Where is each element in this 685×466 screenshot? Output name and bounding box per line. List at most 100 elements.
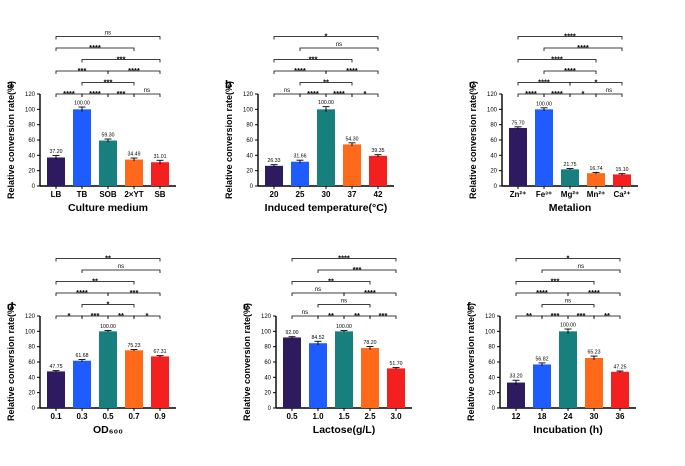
significance-bracket bbox=[291, 258, 397, 262]
significance-label: *** bbox=[91, 311, 100, 320]
significance-label: ** bbox=[354, 311, 360, 320]
y-tick-label: 0 bbox=[32, 184, 36, 190]
x-tick-label: Mn²⁺ bbox=[587, 190, 605, 199]
panel-letter: f bbox=[467, 301, 471, 313]
y-tick-label: 80 bbox=[28, 123, 35, 129]
significance-label: *** bbox=[551, 311, 560, 320]
significance-label: **** bbox=[564, 66, 576, 75]
panel-letter: e bbox=[243, 301, 249, 313]
data-label: 34.49 bbox=[128, 152, 141, 158]
x-tick-label: 24 bbox=[564, 412, 573, 421]
significance-label: *** bbox=[130, 288, 139, 297]
bar bbox=[99, 331, 117, 408]
significance-label: **** bbox=[294, 66, 306, 75]
significance-label: ns bbox=[315, 287, 321, 293]
significance-label: * bbox=[582, 89, 585, 98]
y-tick-label: 120 bbox=[261, 314, 272, 320]
bar bbox=[265, 165, 283, 186]
data-label: 67.31 bbox=[154, 349, 167, 355]
bar bbox=[535, 109, 553, 186]
y-tick-label: 80 bbox=[28, 345, 35, 351]
significance-bracket bbox=[299, 82, 353, 86]
significance-label: **** bbox=[551, 55, 563, 64]
significance-bracket bbox=[81, 82, 135, 86]
data-label: 59.30 bbox=[102, 133, 115, 139]
significance-label: **** bbox=[333, 89, 345, 98]
data-label: 65.23 bbox=[588, 350, 601, 356]
significance-label: **** bbox=[588, 288, 600, 297]
bar bbox=[151, 162, 169, 186]
x-tick-label: 0.3 bbox=[76, 412, 88, 421]
x-axis-title: Lactose(g/L) bbox=[313, 424, 375, 436]
data-label: 51.70 bbox=[390, 361, 403, 367]
data-label: 54.30 bbox=[346, 136, 359, 142]
significance-label: * bbox=[146, 311, 149, 320]
significance-bracket bbox=[107, 70, 161, 74]
significance-bracket bbox=[273, 59, 353, 63]
significance-label: *** bbox=[309, 55, 318, 64]
y-tick-label: 100 bbox=[25, 107, 36, 113]
significance-label: * bbox=[364, 89, 367, 98]
significance-label: **** bbox=[525, 89, 537, 98]
panel-letter: a bbox=[7, 79, 14, 91]
x-tick-label: 2.5 bbox=[364, 412, 376, 421]
bar bbox=[291, 161, 309, 186]
y-tick-label: 80 bbox=[490, 123, 497, 129]
significance-label: ns bbox=[565, 299, 571, 305]
x-tick-label: 25 bbox=[296, 190, 305, 199]
significance-label: **** bbox=[128, 66, 140, 75]
significance-label: ** bbox=[92, 277, 98, 286]
y-tick-label: 120 bbox=[487, 92, 498, 98]
data-label: 92.00 bbox=[286, 330, 299, 336]
significance-bracket bbox=[81, 269, 161, 273]
significance-label: ns bbox=[606, 88, 612, 94]
significance-label: **** bbox=[577, 43, 589, 52]
significance-label: **** bbox=[76, 288, 88, 297]
significance-bracket bbox=[515, 258, 621, 262]
y-tick-label: 20 bbox=[490, 169, 497, 175]
y-tick-label: 60 bbox=[246, 138, 253, 144]
significance-bracket bbox=[593, 315, 621, 319]
significance-bracket bbox=[515, 281, 595, 285]
data-label: 37.20 bbox=[50, 149, 63, 155]
significance-label: **** bbox=[536, 288, 548, 297]
bar bbox=[509, 127, 527, 186]
y-tick-label: 120 bbox=[485, 314, 496, 320]
bar bbox=[343, 144, 361, 186]
bar bbox=[361, 348, 379, 408]
y-tick-label: 100 bbox=[243, 107, 254, 113]
significance-label: **** bbox=[538, 78, 550, 87]
significance-bracket bbox=[541, 304, 595, 308]
significance-bracket bbox=[299, 47, 379, 51]
x-tick-label: 30 bbox=[590, 412, 599, 421]
data-label: 47.25 bbox=[614, 365, 627, 371]
bar bbox=[47, 157, 65, 186]
significance-label: **** bbox=[346, 66, 358, 75]
y-tick-label: 0 bbox=[268, 406, 272, 412]
significance-bracket bbox=[55, 258, 161, 262]
data-label: 75.23 bbox=[128, 343, 141, 349]
x-tick-label: 18 bbox=[538, 412, 547, 421]
panel-c: 0 20 40 60 80 100 120 75.70 Zn²⁺ 100.00 Fe³⁺ 21.75 M… bbox=[468, 32, 638, 214]
y-tick-label: 0 bbox=[494, 184, 498, 190]
significance-bracket bbox=[369, 315, 397, 319]
significance-label: ns bbox=[284, 88, 290, 94]
significance-label: ** bbox=[604, 311, 610, 320]
panel-letter: b bbox=[225, 79, 232, 91]
x-tick-label: 12 bbox=[512, 412, 521, 421]
significance-label: **** bbox=[89, 43, 101, 52]
y-tick-label: 40 bbox=[488, 375, 495, 381]
x-tick-label: 2×YT bbox=[124, 190, 143, 199]
significance-label: ** bbox=[105, 254, 111, 263]
bar bbox=[369, 155, 387, 186]
y-axis-title: Relative conversion rate(%) bbox=[468, 81, 478, 199]
x-tick-label: Ca²⁺ bbox=[613, 190, 630, 199]
y-tick-label: 100 bbox=[485, 329, 496, 335]
significance-label: ns bbox=[118, 264, 124, 270]
y-tick-label: 120 bbox=[25, 92, 36, 98]
significance-bracket bbox=[133, 93, 161, 97]
data-label: 47.75 bbox=[50, 364, 63, 370]
x-tick-label: SOB bbox=[99, 190, 117, 199]
y-axis-title: Relative conversion rate(%) bbox=[6, 303, 16, 421]
